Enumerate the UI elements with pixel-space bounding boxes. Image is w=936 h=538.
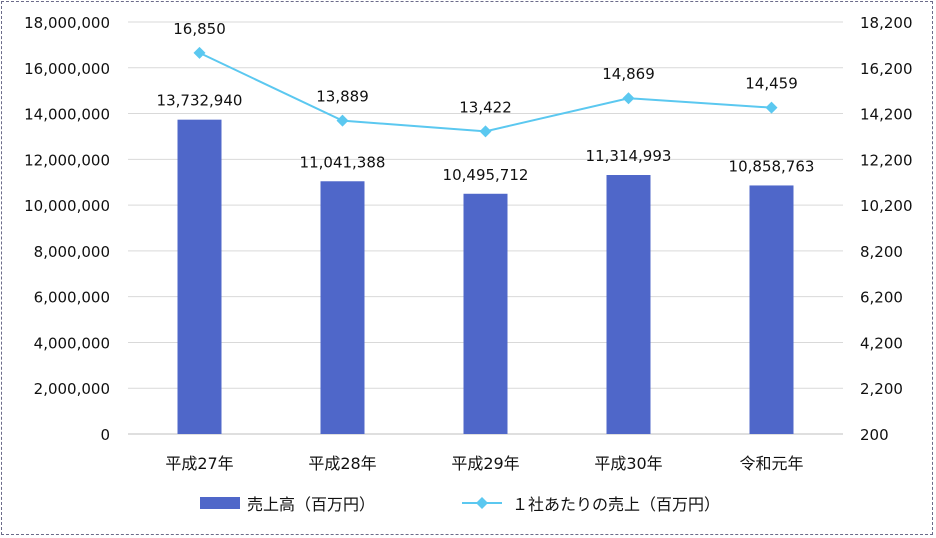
bar [177, 119, 222, 434]
right-axis-tick-label: 8,200 [860, 243, 903, 261]
category-label: 平成30年 [594, 454, 662, 473]
line-marker [622, 92, 635, 105]
right-axis-tick-label: 6,200 [860, 289, 903, 307]
category-label: 令和元年 [739, 454, 803, 473]
bar [463, 193, 508, 434]
right-axis-tick-label: 4,200 [860, 334, 903, 352]
bar-data-label: 11,041,388 [300, 153, 386, 171]
line-series-path [199, 51, 772, 133]
line-marker [336, 114, 349, 127]
left-axis-tick-label: 16,000,000 [24, 60, 110, 78]
right-axis-tick-label: 200 [860, 426, 889, 444]
right-axis-tick-label: 18,200 [860, 14, 913, 32]
line-series [193, 46, 778, 138]
left-axis-tick-label: 0 [100, 426, 110, 444]
legend-marker-line [476, 497, 488, 509]
legend-label-bar: 売上高（百万円） [247, 495, 375, 514]
gridlines [128, 21, 843, 435]
legend-swatch-bar [200, 497, 240, 509]
left-axis-tick-label: 14,000,000 [24, 106, 110, 124]
bar-data-label: 10,858,763 [729, 157, 815, 175]
left-axis-tick-label: 8,000,000 [34, 243, 110, 261]
line-data-label: 14,869 [602, 65, 655, 83]
bar-data-label: 11,314,993 [586, 147, 672, 165]
bar-data-label: 10,495,712 [443, 166, 529, 184]
right-axis-tick-label: 2,200 [860, 380, 903, 398]
bar [749, 185, 794, 434]
line-data-label: 13,422 [459, 98, 512, 116]
bar-series [177, 119, 794, 434]
right-axis-ticks: 200 2,200 4,200 6,200 8,200 10,200 12,200 14,20… [860, 14, 913, 444]
category-label: 平成28年 [308, 454, 376, 473]
category-label: 平成29年 [451, 454, 519, 473]
left-axis-tick-label: 2,000,000 [34, 380, 110, 398]
line-data-label: 14,459 [745, 75, 798, 93]
bar [320, 181, 365, 434]
category-label: 平成27年 [165, 454, 233, 473]
bar [606, 175, 651, 434]
right-axis-tick-label: 10,200 [860, 197, 913, 215]
left-axis-tick-label: 6,000,000 [34, 289, 110, 307]
left-axis-tick-label: 4,000,000 [34, 334, 110, 352]
left-axis-tick-label: 12,000,000 [24, 151, 110, 169]
line-marker [193, 46, 206, 59]
data-labels: 13,732,940 11,041,388 10,495,712 11,314,993… [157, 20, 815, 184]
left-axis-tick-label: 10,000,000 [24, 197, 110, 215]
left-axis-tick-label: 18,000,000 [24, 14, 110, 32]
line-marker [765, 101, 778, 114]
right-axis-tick-label: 12,200 [860, 151, 913, 169]
legend-label-line: １社あたりの売上（百万円） [512, 495, 720, 514]
legend: 売上高（百万円） １社あたりの売上（百万円） [200, 495, 720, 514]
right-axis-tick-label: 14,200 [860, 106, 913, 124]
line-data-label: 16,850 [173, 20, 226, 38]
left-axis-ticks: 0 2,000,000 4,000,000 6,000,000 8,000,000 10,… [24, 14, 110, 444]
line-marker [479, 125, 492, 138]
right-axis-tick-label: 16,200 [860, 60, 913, 78]
category-labels: 平成27年 平成28年 平成29年 平成30年 令和元年 [165, 454, 803, 473]
bar-data-label: 13,732,940 [157, 92, 243, 110]
line-data-label: 13,889 [316, 88, 369, 106]
